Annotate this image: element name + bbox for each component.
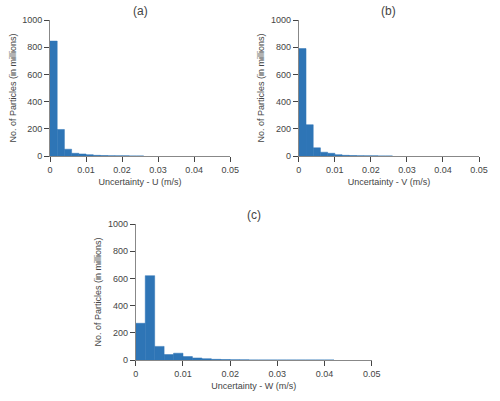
svg-text:(b): (b)	[381, 4, 396, 18]
svg-text:1000: 1000	[108, 219, 128, 229]
svg-text:600: 600	[113, 274, 128, 284]
svg-text:0.05: 0.05	[363, 369, 381, 379]
svg-text:600: 600	[27, 70, 42, 80]
svg-text:200: 200	[27, 124, 42, 134]
svg-text:0.04: 0.04	[434, 165, 452, 175]
svg-text:0.01: 0.01	[77, 165, 95, 175]
svg-text:200: 200	[113, 328, 128, 338]
svg-text:0: 0	[37, 151, 42, 161]
svg-text:0.02: 0.02	[113, 165, 131, 175]
svg-text:0.03: 0.03	[149, 165, 167, 175]
svg-text:400: 400	[113, 301, 128, 311]
svg-text:0.01: 0.01	[174, 369, 192, 379]
svg-text:0.03: 0.03	[398, 165, 416, 175]
svg-text:(c): (c)	[247, 208, 261, 222]
svg-text:0.01: 0.01	[326, 165, 344, 175]
svg-text:No. of Particles (in millions): No. of Particles (in millions)	[93, 237, 103, 346]
svg-text:(a): (a)	[133, 4, 148, 18]
svg-text:200: 200	[276, 124, 291, 134]
svg-text:Uncertainty - W (m/s): Uncertainty - W (m/s)	[211, 381, 296, 391]
svg-text:0.02: 0.02	[221, 369, 239, 379]
svg-text:0.03: 0.03	[269, 369, 287, 379]
svg-text:Uncertainty - U (m/s): Uncertainty - U (m/s)	[99, 177, 182, 187]
svg-text:0.02: 0.02	[362, 165, 380, 175]
svg-text:0.04: 0.04	[316, 369, 334, 379]
svg-text:0.05: 0.05	[221, 165, 239, 175]
svg-text:1000: 1000	[271, 15, 291, 25]
svg-text:0: 0	[47, 165, 52, 175]
svg-text:0.05: 0.05	[470, 165, 488, 175]
svg-text:No. of Particles (in millions): No. of Particles (in millions)	[256, 33, 266, 142]
svg-text:0: 0	[286, 151, 291, 161]
svg-text:0: 0	[123, 355, 128, 365]
svg-text:1000: 1000	[22, 15, 42, 25]
svg-text:0: 0	[296, 165, 301, 175]
svg-text:0: 0	[133, 369, 138, 379]
svg-text:800: 800	[27, 42, 42, 52]
svg-text:400: 400	[276, 97, 291, 107]
svg-text:No. of Particles (in millions): No. of Particles (in millions)	[8, 33, 18, 142]
svg-text:800: 800	[113, 246, 128, 256]
svg-text:0.04: 0.04	[185, 165, 203, 175]
svg-text:400: 400	[27, 97, 42, 107]
svg-text:600: 600	[276, 70, 291, 80]
svg-text:Uncertainty - V (m/s): Uncertainty - V (m/s)	[348, 177, 431, 187]
svg-text:800: 800	[276, 42, 291, 52]
